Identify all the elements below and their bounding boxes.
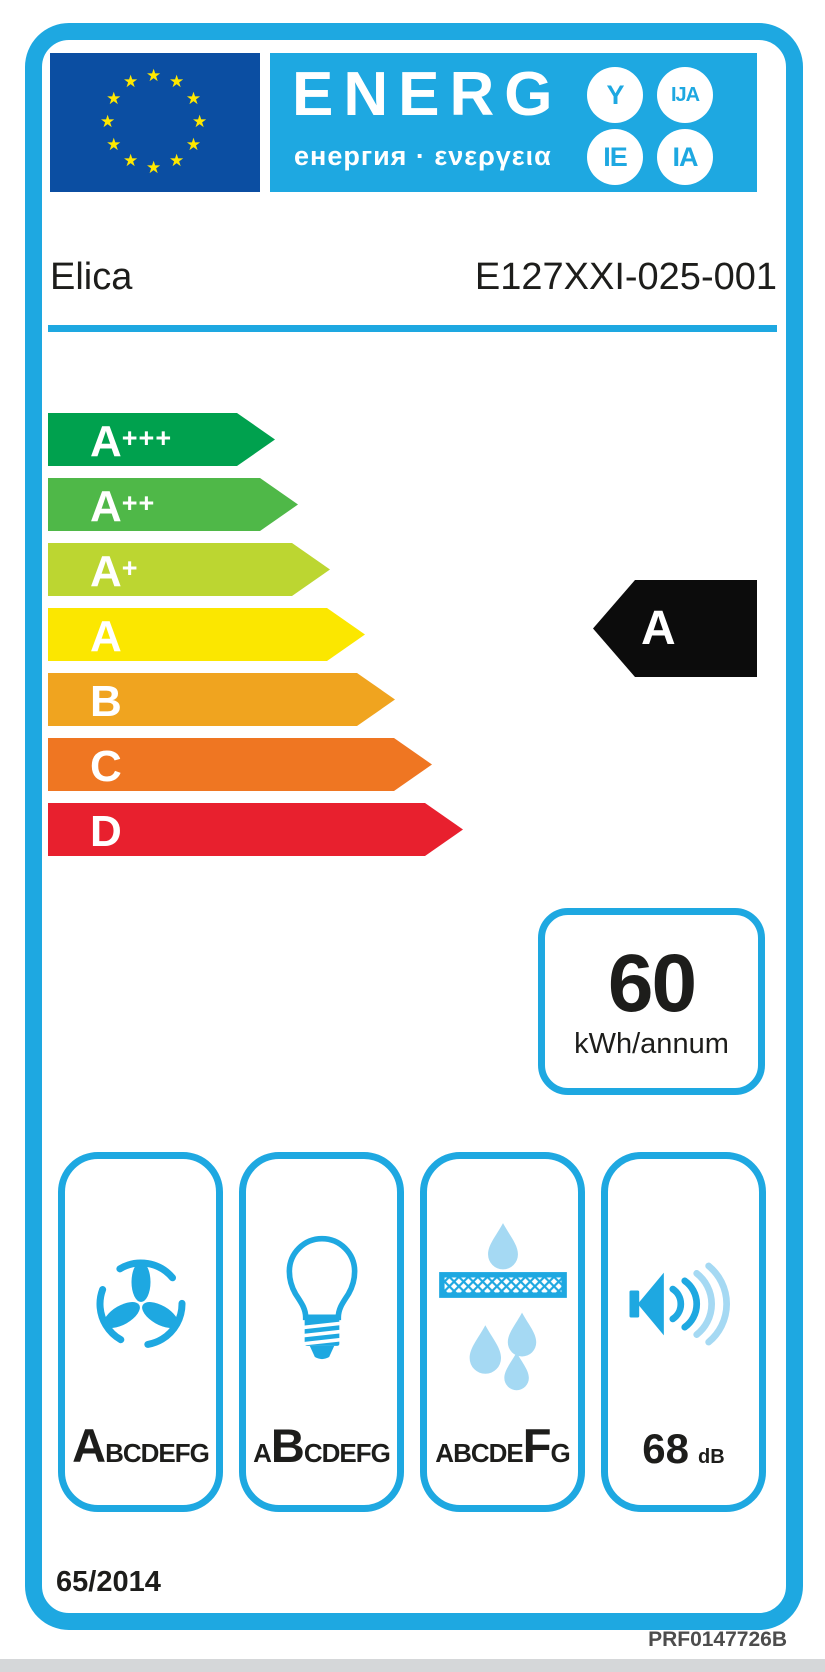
grade-highlight: B (270, 1419, 305, 1472)
metric-box-grease-filtering: ABCDE F G (420, 1152, 585, 1512)
consumption-value: 60 (607, 938, 697, 1029)
scale-arrow-a+: A+ (48, 543, 330, 596)
scale-arrow-a: A (48, 608, 365, 661)
noise-value: 68 dB (608, 1425, 759, 1473)
brand-name: Elica (50, 256, 133, 298)
energy-consumption-box: 60 kWh/annum (538, 908, 765, 1095)
header-divider (48, 325, 777, 332)
star-icon: ★ (146, 157, 162, 177)
star-icon: ★ (146, 65, 162, 85)
noise-db-unit: dB (698, 1446, 725, 1468)
star-icon: ★ (169, 71, 185, 91)
energy-logo-banner: ENERG енергия · ενεργεια Y IJA IE IA (270, 53, 757, 192)
star-icon: ★ (100, 111, 116, 131)
language-suffix-circle-ia: IA (657, 129, 713, 185)
scale-arrow-label: C (90, 741, 122, 791)
energy-scale: A+++ A++ A+ A B C D (48, 413, 463, 856)
grade-rest: ABCDE (435, 1438, 523, 1468)
star-icon: ★ (123, 151, 139, 171)
scale-arrow-a+++: A+++ (48, 413, 275, 466)
model-number: E127XXI-025-001 (474, 256, 777, 298)
fluid-efficiency-grades: A BCDEFG (65, 1418, 216, 1473)
star-icon: ★ (106, 88, 122, 108)
energy-logo-subtext: енергия · ενεργεια (294, 141, 552, 171)
metric-box-lighting-efficiency: A B CDEFG (239, 1152, 404, 1512)
scale-arrow-label: B (90, 676, 122, 726)
grade-rest: BCDEFG (105, 1438, 210, 1468)
rating-class: A (641, 602, 676, 655)
grade-highlight: F (522, 1419, 552, 1472)
regulation-number: 65/2014 (56, 1566, 161, 1598)
scale-arrow-label: D (90, 806, 122, 856)
scale-arrow-label: A (90, 611, 122, 661)
star-icon: ★ (185, 88, 202, 108)
scale-arrow-a++: A++ (48, 478, 298, 531)
grease-filtering-grades: ABCDE F G (427, 1418, 578, 1473)
noise-db-value: 68 (642, 1425, 690, 1472)
scale-arrow-label: A+++ (90, 416, 173, 466)
grease-filter-icon (427, 1199, 578, 1409)
eu-flag: ★ ★ ★ ★ ★ ★ ★ ★ ★ ★ ★ ★ (50, 53, 260, 192)
star-icon: ★ (192, 111, 208, 131)
star-icon: ★ (185, 134, 202, 154)
consumption-unit: kWh/annum (574, 1028, 729, 1060)
star-icon: ★ (169, 151, 185, 171)
language-suffix-circle-ija: IJA (657, 67, 713, 123)
language-suffix-circle-ie: IE (587, 129, 643, 185)
energy-logo-text: ENERG (292, 60, 563, 129)
bulb-icon (246, 1199, 397, 1409)
fan-icon (65, 1199, 216, 1409)
metric-box-fluid-efficiency: A BCDEFG (58, 1152, 223, 1512)
star-icon: ★ (106, 134, 122, 154)
metric-box-noise: 68 dB (601, 1152, 766, 1512)
grade-highlight: A (72, 1419, 106, 1472)
page-bottom-edge (0, 1659, 825, 1672)
reference-code: PRF0147726B (648, 1628, 787, 1651)
scale-arrow-d: D (48, 803, 463, 856)
scale-arrow-label: A++ (90, 481, 156, 531)
grade-rest: G (550, 1438, 570, 1468)
language-suffix-circle-y: Y (587, 67, 643, 123)
star-icon: ★ (123, 71, 139, 91)
scale-arrow-label: A+ (90, 546, 139, 596)
noise-icon (608, 1199, 759, 1409)
scale-arrow-b: B (48, 673, 395, 726)
grade-rest: A (253, 1438, 272, 1468)
lighting-efficiency-grades: A B CDEFG (246, 1418, 397, 1473)
label-frame (25, 23, 803, 1630)
scale-arrow-c: C (48, 738, 432, 791)
grade-rest: CDEFG (303, 1438, 391, 1468)
